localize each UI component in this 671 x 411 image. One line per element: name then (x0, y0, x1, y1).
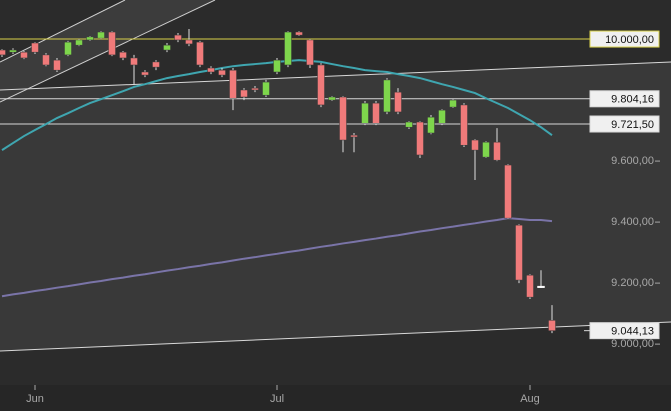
candle-body (372, 102, 380, 124)
channel-line (0, 61, 671, 91)
channel-line (0, 0, 216, 103)
candle-body (141, 71, 149, 76)
candle-body (482, 141, 490, 158)
candle-body (163, 44, 171, 51)
candle-body (405, 121, 413, 128)
level-label: 9.044,13 (611, 326, 654, 338)
candle-body (152, 61, 160, 68)
candle-body (64, 41, 72, 56)
candle-body (262, 81, 270, 96)
candle-body (86, 36, 94, 41)
candle-body (185, 39, 193, 45)
level-label: 10.000,00 (605, 34, 654, 46)
level-label: 9.721,50 (611, 119, 654, 131)
candle-body (504, 164, 512, 219)
candle-body (108, 31, 116, 56)
candle-body (97, 31, 105, 39)
candle-body (537, 285, 545, 288)
level-label-box (589, 30, 660, 48)
candle-body (416, 121, 424, 156)
candle-body (20, 51, 28, 59)
candle-body (339, 96, 347, 141)
level-label-box (589, 115, 660, 133)
channel-band (0, 62, 671, 351)
x-tick-label: Aug (520, 393, 540, 405)
y-tick-label: 9.400,00 (611, 216, 654, 228)
candle-body (361, 102, 369, 124)
candle-body (42, 54, 50, 66)
candle-body (240, 89, 248, 98)
candle-body (471, 139, 479, 151)
candle-body (196, 41, 204, 66)
y-tick-label: 9.600,00 (611, 155, 654, 167)
candle-body (306, 39, 314, 66)
candle-body (438, 109, 446, 124)
moving-average-line (1, 217, 553, 298)
candles (0, 28, 556, 334)
candle-body (218, 69, 226, 76)
x-tick-label: Jul (270, 393, 284, 405)
candle-body (394, 91, 402, 113)
candle-body (0, 49, 6, 56)
y-tick-label: 9.200,00 (611, 277, 654, 289)
candle-body (449, 99, 457, 108)
candle-body (427, 116, 435, 134)
x-tick-label: Jun (26, 393, 44, 405)
candle-body (207, 67, 215, 73)
candle-body (119, 51, 127, 59)
candle-body (460, 104, 468, 146)
channel-line (0, 321, 671, 352)
candle-body (229, 69, 237, 99)
candle-body (515, 224, 523, 281)
candle-body (383, 79, 391, 113)
candle-body (31, 42, 39, 53)
candle-body (273, 59, 281, 73)
candle-body (548, 320, 556, 331)
candle-body (284, 31, 292, 66)
channel-line (0, 0, 126, 63)
level-label-box (589, 322, 660, 340)
candle-body (328, 96, 336, 101)
candle-body (53, 59, 61, 71)
level-label-box (589, 90, 660, 108)
axes: 9.000,00 9.200,00 9.400,00 9.600,00 Jun Jul Au… (26, 30, 660, 405)
levels (0, 38, 590, 332)
x-axis-strip (0, 385, 671, 411)
candle-body (350, 134, 358, 138)
y-tick-label: 9.000,00 (611, 338, 654, 350)
candle-body (174, 34, 182, 41)
candle-body (75, 39, 83, 46)
candle-body (493, 141, 501, 161)
candle-body (130, 57, 138, 66)
candle-body (317, 64, 325, 106)
level-label: 9.804,16 (611, 94, 654, 106)
candle-body (9, 49, 17, 53)
candle-body (526, 274, 534, 298)
candle-body (251, 87, 259, 91)
candle-body (295, 31, 303, 36)
